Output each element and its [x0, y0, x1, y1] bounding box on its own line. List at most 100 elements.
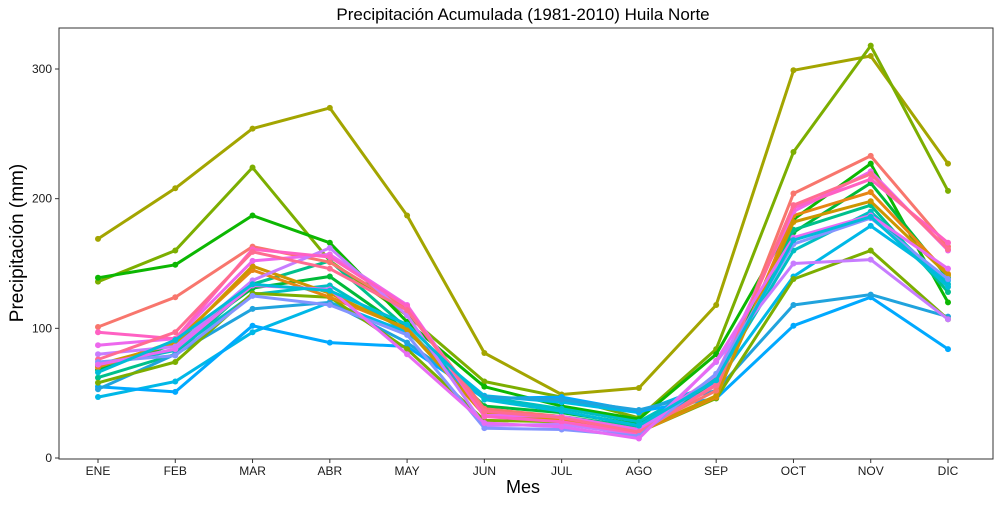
data-point [945, 283, 951, 290]
x-tick-label: NOV [858, 464, 884, 478]
data-point [326, 239, 333, 246]
plot-panel [58, 27, 994, 460]
data-point [867, 53, 874, 60]
data-point [635, 407, 642, 414]
series-group [95, 53, 951, 398]
data-point [404, 339, 411, 346]
data-point [867, 171, 874, 178]
data-point [867, 222, 874, 229]
x-tick-label: FEB [164, 464, 187, 478]
data-point [326, 265, 333, 272]
data-point [404, 212, 411, 219]
data-point [172, 185, 179, 192]
data-point [95, 361, 101, 368]
data-point [713, 301, 720, 308]
series-line [96, 293, 950, 412]
data-point [790, 301, 797, 308]
series-line [96, 214, 950, 441]
data-point [172, 247, 179, 254]
data-point [172, 378, 179, 385]
data-point [95, 369, 101, 376]
data-point [558, 408, 565, 415]
data-point [790, 202, 797, 209]
data-point [790, 276, 797, 283]
data-point [481, 396, 488, 403]
x-tick-label: ABR [317, 464, 342, 478]
data-point [326, 339, 333, 346]
data-point [945, 289, 951, 296]
data-point [481, 378, 488, 385]
series-line [96, 216, 950, 438]
data-point [326, 273, 333, 280]
y-tick-label: 100 [32, 321, 52, 335]
data-point [713, 392, 720, 399]
data-point [635, 422, 642, 429]
data-point [945, 316, 951, 323]
data-point [558, 423, 565, 430]
data-point [945, 299, 951, 306]
data-point [790, 67, 797, 74]
series-line [96, 215, 950, 428]
data-point [481, 425, 488, 432]
data-point [326, 104, 333, 111]
data-point [172, 329, 179, 336]
data-point [790, 190, 797, 197]
series-group [95, 213, 951, 429]
data-point [404, 351, 411, 358]
data-point [249, 125, 256, 132]
data-point [95, 342, 101, 349]
data-point [326, 301, 333, 308]
data-point [249, 248, 256, 255]
x-tick-label: MAY [395, 464, 420, 478]
data-point [249, 292, 256, 299]
data-point [635, 384, 642, 391]
data-point [945, 160, 951, 167]
data-point [713, 387, 720, 394]
data-point [172, 388, 179, 395]
chart-title: Precipitación Acumulada (1981-2010) Huil… [336, 5, 709, 24]
data-point [867, 160, 874, 167]
x-tick-label: ENE [86, 464, 111, 478]
data-point [172, 261, 179, 268]
data-point [404, 331, 411, 338]
data-point [713, 357, 720, 364]
x-tick-label: SEP [704, 464, 728, 478]
data-point [867, 198, 874, 205]
data-point [172, 337, 179, 344]
y-axis: 0 100 200 300 [32, 62, 59, 465]
y-tick-label: 0 [45, 451, 52, 465]
x-tick-label: AGO [626, 464, 653, 478]
data-point [172, 352, 179, 359]
series-line [96, 54, 950, 396]
data-point [635, 435, 642, 442]
data-point [867, 213, 874, 220]
data-point [867, 189, 874, 196]
data-point [481, 413, 488, 420]
data-point [867, 247, 874, 254]
data-point [249, 212, 256, 219]
data-point [249, 329, 256, 336]
data-point [95, 374, 101, 381]
data-point [249, 305, 256, 312]
series-group [95, 171, 951, 436]
data-point [95, 324, 101, 331]
data-point [867, 291, 874, 298]
x-tick-label: MAR [239, 464, 266, 478]
y-tick-label: 300 [32, 62, 52, 76]
data-point [481, 383, 488, 390]
data-point [95, 351, 101, 358]
data-point [404, 321, 411, 328]
data-point [326, 259, 333, 266]
data-point [95, 379, 101, 386]
data-point [249, 257, 256, 264]
data-point [481, 419, 488, 426]
series-line [96, 154, 950, 431]
x-axis: ENE FEB MAR ABR MAY JUN JUL AGO SEP OCT NOV DIC [86, 459, 959, 478]
data-point [326, 287, 333, 294]
data-point [713, 382, 720, 389]
data-point [95, 274, 101, 281]
data-point [558, 414, 565, 421]
data-point [249, 281, 256, 288]
series-layer [95, 42, 951, 442]
